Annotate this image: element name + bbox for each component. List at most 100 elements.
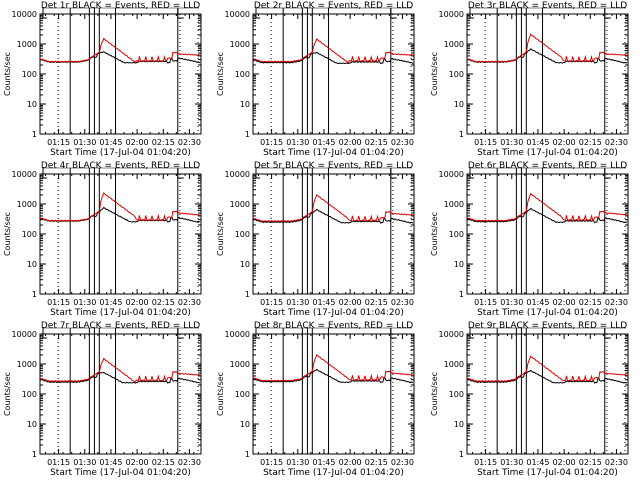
bracket-annotation — [469, 8, 474, 19]
panel-title: Det 7r BLACK = Events, RED = LLD — [41, 321, 200, 331]
series-events — [39, 371, 201, 384]
panel-det-8: Det 8r BLACK = Events, RED = LLD 1 10 100 10… — [216, 321, 415, 478]
plot-frame — [252, 13, 415, 135]
y-axis-label: Counts/sec — [3, 212, 12, 256]
y-tick-label: 10000 — [225, 330, 250, 339]
panel-det-9: Det 9r BLACK = Events, RED = LLD 1 10 100 10… — [430, 321, 629, 478]
x-tick-label: 01:45 — [526, 138, 549, 147]
series-lld — [466, 192, 628, 222]
panel-det-1: Det 1r BLACK = Events, RED = LLD 1 10 100 10… — [3, 1, 202, 158]
x-axis-label: Start Time (17-Jul-04 01:04:20) — [263, 148, 404, 158]
x-tick-label: 02:30 — [178, 458, 201, 467]
y-tick-label: 1000 — [230, 360, 250, 369]
x-axis-label: Start Time (17-Jul-04 01:04:20) — [477, 468, 618, 478]
panel-title: Det 3r BLACK = Events, RED = LLD — [468, 1, 627, 11]
x-axis-label: Start Time (17-Jul-04 01:04:20) — [50, 468, 191, 478]
bracket-annotation — [42, 328, 47, 339]
y-tick-label: 100 — [22, 70, 37, 79]
series-events — [252, 208, 414, 224]
x-tick-label: 02:30 — [605, 298, 628, 307]
x-tick-label: 02:15 — [365, 458, 388, 467]
series-lld — [466, 33, 628, 63]
x-tick-label: 02:15 — [579, 138, 602, 147]
y-tick-label: 100 — [22, 390, 37, 399]
y-tick-label: 10000 — [439, 330, 464, 339]
x-tick-label: 01:30 — [500, 138, 523, 147]
panel-title: Det 8r BLACK = Events, RED = LLD — [254, 321, 413, 331]
x-tick-label: 02:30 — [605, 138, 628, 147]
y-axis-label: Counts/sec — [216, 212, 225, 256]
series-lld — [252, 193, 414, 223]
y-tick-label: 1000 — [17, 200, 37, 209]
x-axis-label: Start Time (17-Jul-04 01:04:20) — [477, 148, 618, 158]
x-tick-label: 02:30 — [391, 138, 414, 147]
y-tick-label: 10 — [27, 100, 37, 109]
x-tick-label: 01:30 — [286, 138, 309, 147]
x-tick-label: 02:00 — [339, 298, 362, 307]
panel-title: Det 2r BLACK = Events, RED = LLD — [254, 1, 413, 11]
bracket-annotation — [177, 8, 184, 19]
y-tick-label: 10000 — [12, 170, 37, 179]
y-axis-label: Counts/sec — [430, 372, 439, 416]
bracket-annotation — [177, 328, 184, 339]
bracket-annotation — [255, 168, 260, 179]
x-tick-label: 01:15 — [260, 298, 283, 307]
series-lld — [39, 37, 201, 64]
plot-frame — [466, 333, 629, 455]
y-tick-label: 10000 — [12, 10, 37, 19]
y-tick-label: 1 — [32, 130, 37, 139]
series-lld — [39, 192, 201, 222]
y-tick-label: 10000 — [439, 170, 464, 179]
series-events — [252, 368, 414, 384]
x-tick-label: 01:30 — [73, 298, 96, 307]
y-tick-label: 10 — [240, 260, 250, 269]
x-tick-label: 01:30 — [286, 458, 309, 467]
y-axis-label: Counts/sec — [430, 212, 439, 256]
y-tick-label: 1 — [459, 130, 464, 139]
bracket-annotation — [390, 168, 397, 179]
x-tick-label: 01:45 — [99, 458, 122, 467]
bracket-annotation — [604, 168, 611, 179]
x-tick-label: 02:15 — [365, 138, 388, 147]
x-axis-label: Start Time (17-Jul-04 01:04:20) — [477, 308, 618, 318]
y-tick-label: 10 — [454, 260, 464, 269]
y-tick-label: 10 — [454, 100, 464, 109]
plot-frame — [466, 13, 629, 135]
x-tick-label: 02:00 — [553, 458, 576, 467]
x-tick-label: 02:00 — [339, 138, 362, 147]
x-axis-label: Start Time (17-Jul-04 01:04:20) — [50, 308, 191, 318]
y-tick-label: 1000 — [230, 40, 250, 49]
bracket-annotation — [390, 328, 397, 339]
panel-det-7: Det 7r BLACK = Events, RED = LLD 1 10 100 10… — [3, 321, 202, 478]
y-tick-label: 10 — [240, 420, 250, 429]
y-tick-label: 10 — [240, 100, 250, 109]
y-tick-label: 1 — [459, 290, 464, 299]
plot-frame — [252, 333, 415, 455]
bracket-annotation — [177, 168, 184, 179]
series-events — [466, 369, 628, 384]
x-tick-label: 02:00 — [126, 138, 149, 147]
series-lld — [39, 357, 201, 383]
y-tick-label: 10000 — [225, 170, 250, 179]
y-axis-label: Counts/sec — [216, 372, 225, 416]
series-events — [466, 48, 628, 64]
x-tick-label: 02:30 — [178, 138, 201, 147]
y-axis-label: Counts/sec — [3, 372, 12, 416]
x-tick-label: 02:15 — [579, 298, 602, 307]
plot-frame — [252, 173, 415, 295]
y-tick-label: 10000 — [439, 10, 464, 19]
x-tick-label: 02:15 — [152, 458, 175, 467]
x-tick-label: 02:15 — [152, 138, 175, 147]
x-tick-label: 02:00 — [553, 298, 576, 307]
x-tick-label: 02:15 — [579, 458, 602, 467]
y-axis-label: Counts/sec — [3, 52, 12, 96]
y-tick-label: 100 — [22, 230, 37, 239]
x-tick-label: 01:30 — [500, 458, 523, 467]
bracket-annotation — [42, 8, 47, 19]
bracket-annotation — [42, 168, 47, 179]
x-tick-label: 02:00 — [553, 138, 576, 147]
y-tick-label: 1 — [32, 290, 37, 299]
x-tick-label: 01:30 — [73, 458, 96, 467]
x-tick-label: 01:15 — [474, 298, 497, 307]
series-events — [39, 206, 201, 223]
